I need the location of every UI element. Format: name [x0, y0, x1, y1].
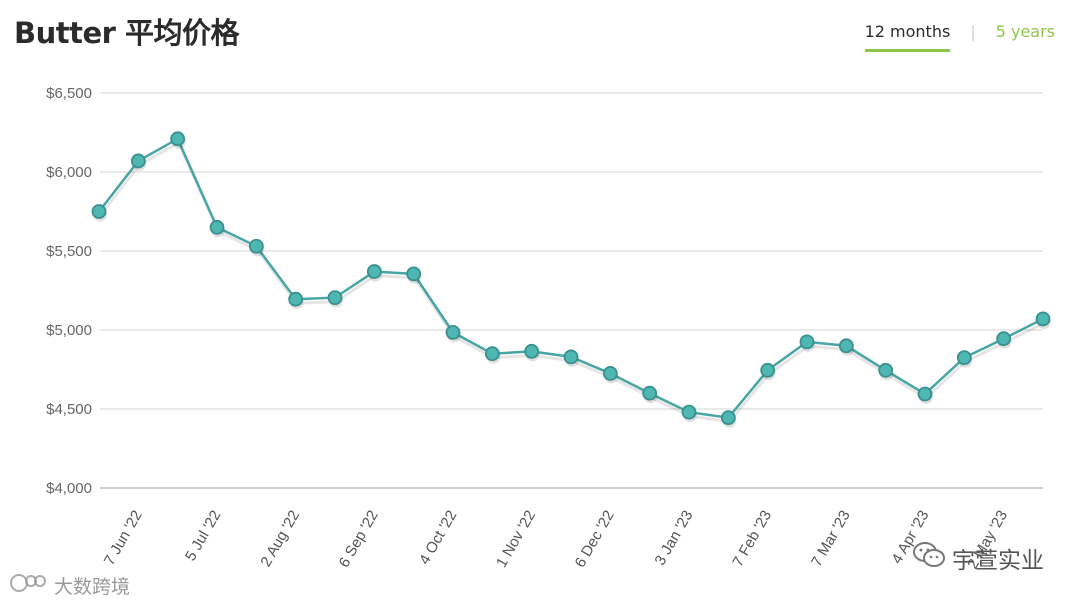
data-point[interactable] — [327, 290, 343, 306]
tab-separator: | — [970, 22, 976, 41]
x-tick-label: 6 Sep '22 — [336, 508, 382, 571]
data-point[interactable] — [130, 153, 146, 169]
data-point[interactable] — [799, 334, 815, 350]
data-point[interactable] — [917, 386, 933, 402]
data-point[interactable] — [681, 404, 697, 420]
data-point[interactable] — [248, 238, 264, 254]
data-point[interactable] — [288, 291, 304, 307]
data-point[interactable] — [602, 366, 618, 381]
data-point[interactable] — [366, 264, 382, 279]
x-tick-label: 3 Jan '23 — [652, 508, 697, 569]
y-tick-label: $4,500 — [46, 401, 92, 418]
y-tick-label: $6,000 — [46, 164, 92, 181]
data-point[interactable] — [720, 410, 736, 426]
wechat-icon — [912, 541, 946, 575]
data-point[interactable] — [484, 346, 500, 362]
tab-5-years[interactable]: 5 years — [995, 22, 1055, 41]
watermark-right: 宇萱实业 — [912, 541, 1044, 575]
data-point[interactable] — [996, 331, 1012, 347]
data-point[interactable] — [170, 131, 186, 147]
y-tick-label: $5,500 — [46, 243, 92, 260]
x-tick-label: 7 Feb '23 — [729, 508, 775, 570]
data-point[interactable] — [642, 385, 658, 401]
x-tick-label: 4 Oct '22 — [416, 508, 461, 568]
x-tick-label: 6 Dec '22 — [572, 508, 618, 571]
data-point[interactable] — [406, 266, 422, 282]
data-point[interactable] — [445, 324, 461, 340]
x-tick-label: 7 Jun '22 — [101, 508, 146, 569]
x-tick-label: 2 Aug '22 — [257, 508, 303, 570]
y-tick-label: $4,000 — [46, 480, 92, 497]
data-point[interactable] — [1035, 311, 1051, 327]
data-point[interactable] — [760, 362, 776, 378]
data-point[interactable] — [563, 349, 579, 365]
logo-icon — [8, 572, 48, 599]
period-tabs: 12 months | 5 years — [864, 22, 1055, 52]
x-tick-label: 7 Mar '23 — [808, 508, 854, 570]
data-point[interactable] — [524, 343, 540, 359]
data-point[interactable] — [878, 362, 894, 378]
watermark-left: 大数跨境 — [8, 572, 130, 599]
watermark-left-text: 大数跨境 — [54, 576, 131, 598]
tab-12-months[interactable]: 12 months — [864, 22, 951, 52]
data-point[interactable] — [956, 350, 972, 366]
y-tick-label: $5,000 — [46, 322, 92, 339]
data-point[interactable] — [209, 219, 225, 235]
data-point[interactable] — [838, 338, 854, 354]
series-line — [98, 137, 1044, 419]
x-tick-label: 1 Nov '22 — [493, 508, 539, 571]
y-tick-label: $6,500 — [46, 85, 92, 102]
chart-title: Butter 平均价格 — [14, 16, 240, 50]
data-point[interactable] — [91, 204, 107, 219]
x-tick-label: 5 Jul '22 — [182, 508, 224, 564]
watermark-right-text: 宇萱实业 — [952, 548, 1044, 574]
